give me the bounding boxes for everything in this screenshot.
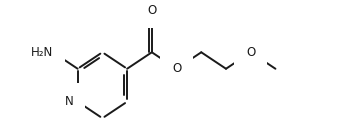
- Text: O: O: [246, 46, 255, 59]
- Text: H₂N: H₂N: [31, 46, 53, 59]
- Text: O: O: [147, 4, 156, 17]
- Text: N: N: [65, 95, 74, 108]
- Text: O: O: [172, 62, 181, 75]
